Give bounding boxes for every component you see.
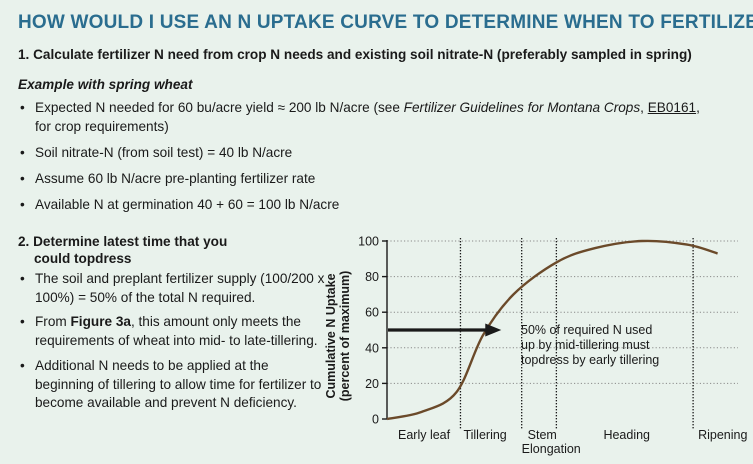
- stage-label: Early leaf: [398, 428, 451, 442]
- bullet-text: Soil nitrate-N (from soil test) = 40 lb …: [35, 145, 293, 160]
- guideline-title: Fertilizer Guidelines for Montana Crops: [403, 100, 641, 115]
- step2-heading-line: 2. Determine latest time that you: [18, 234, 228, 249]
- list-item: Soil nitrate-N (from soil test) = 40 lb …: [18, 143, 738, 162]
- step1-heading: 1. Calculate fertilizer N need from crop…: [18, 47, 692, 62]
- figure-reference: Figure 3a: [70, 314, 131, 330]
- annotation-line: 50% of required N used: [521, 323, 652, 337]
- axes: [382, 240, 388, 420]
- bullet-text: ,: [696, 100, 700, 115]
- step2-heading: 2. Determine latest time that you could …: [18, 233, 227, 267]
- y-axis-label-line: (percent of maximum): [338, 271, 352, 402]
- example-label: Example with spring wheat: [18, 77, 193, 92]
- y-tick-label: 100: [358, 235, 379, 249]
- bullet-text: Assume 60 lb N/acre pre-planting fertili…: [35, 171, 316, 186]
- step1-bullet-list: Expected N needed for 60 bu/acre yield ≈…: [18, 98, 738, 221]
- list-item: Additional N needs to be applied at the …: [18, 357, 328, 413]
- stage-label: Ripening: [698, 428, 747, 442]
- stage-label: Elongation: [522, 442, 581, 456]
- bullet-text: The soil and preplant fertilizer supply …: [35, 271, 325, 305]
- annotation-line: up by mid-tillering must: [521, 338, 650, 352]
- stage-dividers: [459, 238, 694, 429]
- arrow-50-percent: [388, 323, 502, 337]
- stage-label: Heading: [603, 428, 650, 442]
- y-gridlines: [387, 240, 738, 384]
- list-item: From Figure 3a, this amount only meets t…: [18, 313, 328, 350]
- y-axis-label-line: Cumulative N Uptake: [324, 273, 338, 398]
- uptake-curve: [386, 239, 718, 421]
- bullet-text: Available N at germination 40 + 60 = 100…: [35, 197, 340, 212]
- stage-label: Stem: [528, 428, 557, 442]
- y-tick-label: 80: [365, 270, 379, 284]
- list-item: Assume 60 lb N/acre pre-planting fertili…: [18, 169, 738, 188]
- arrow-head: [485, 323, 502, 337]
- bullet-text: , this amount only meets the requirement…: [35, 314, 318, 349]
- bullet-text: From: [35, 314, 71, 330]
- bullet-text: Expected N needed for 60 bu/acre yield ≈…: [35, 100, 404, 115]
- stage-label: Tillering: [463, 428, 506, 442]
- list-item: Available N at germination 40 + 60 = 100…: [18, 195, 738, 214]
- y-tick-label: 40: [365, 341, 379, 355]
- y-tick-label: 0: [372, 413, 379, 427]
- n-uptake-chart: Cumulative N Uptake (percent of maximum)…: [324, 235, 747, 457]
- step2-bullet-list: The soil and preplant fertilizer supply …: [18, 270, 328, 419]
- y-tick-label: 20: [365, 377, 379, 391]
- list-item: The soil and preplant fertilizer supply …: [18, 270, 328, 307]
- annotation-line: topdress by early tillering: [521, 353, 659, 367]
- step2-heading-line: could topdress: [34, 251, 132, 266]
- page-title: HOW WOULD I USE AN N UPTAKE CURVE TO DET…: [18, 12, 753, 33]
- bullet-text: ,: [640, 100, 648, 115]
- bullet-text: for crop requirements): [35, 119, 169, 134]
- y-axis-label: Cumulative N Uptake (percent of maximum): [324, 271, 352, 402]
- bullet-text: Additional N needs to be applied at the …: [35, 357, 322, 411]
- eb0161-link[interactable]: EB0161: [647, 100, 697, 115]
- y-tick-labels: 100 80 60 40 20 0: [358, 235, 379, 427]
- y-tick-label: 60: [365, 306, 379, 320]
- list-item: Expected N needed for 60 bu/acre yield ≈…: [18, 98, 738, 136]
